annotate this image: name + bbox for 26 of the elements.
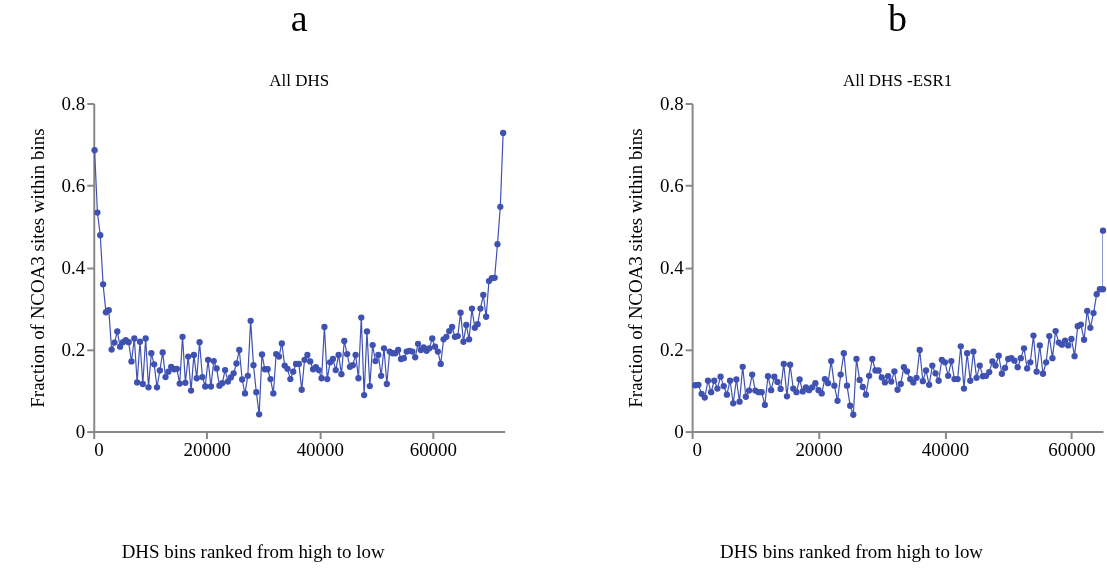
text: DHS bins ranked from high to low (720, 541, 984, 563)
y-tick-label: 0.6 (61, 174, 86, 196)
chart-title: b (888, 0, 908, 39)
y-tick-label: 0.8 (61, 92, 86, 114)
y-tick-label: 0.6 (659, 174, 684, 196)
x-tick-label: 20000 (795, 439, 843, 461)
chart-title: a (290, 0, 308, 39)
text: DHS bins ranked from high to low (121, 541, 385, 563)
y-tick-label: 0.8 (659, 92, 684, 114)
y-tick-label: 0.2 (61, 339, 86, 361)
chart-subtitle: All DHS -ESR1 (842, 70, 953, 90)
y-tick-label: 0 (75, 421, 86, 443)
x-tick-label: 0 (692, 439, 703, 461)
y-tick-label: 0 (674, 421, 684, 443)
x-tick-label: 40000 (921, 439, 970, 461)
y-tick-label: 0.2 (659, 339, 684, 361)
x-tick-label: 20000 (183, 439, 231, 461)
y-axis-title: Fraction of NCOA3 sites within bins (625, 128, 647, 408)
x-tick-label: 60000 (409, 439, 458, 461)
y-tick-label: 0.4 (659, 257, 685, 279)
y-axis-title: Fraction of NCOA3 sites within bins (26, 128, 48, 408)
x-tick-label: 60000 (1048, 439, 1096, 461)
chart-subtitle: All DHS (269, 70, 330, 90)
y-tick-label: 0.4 (61, 257, 86, 279)
x-tick-label: 40000 (296, 439, 344, 461)
x-tick-label: 0 (94, 439, 104, 461)
